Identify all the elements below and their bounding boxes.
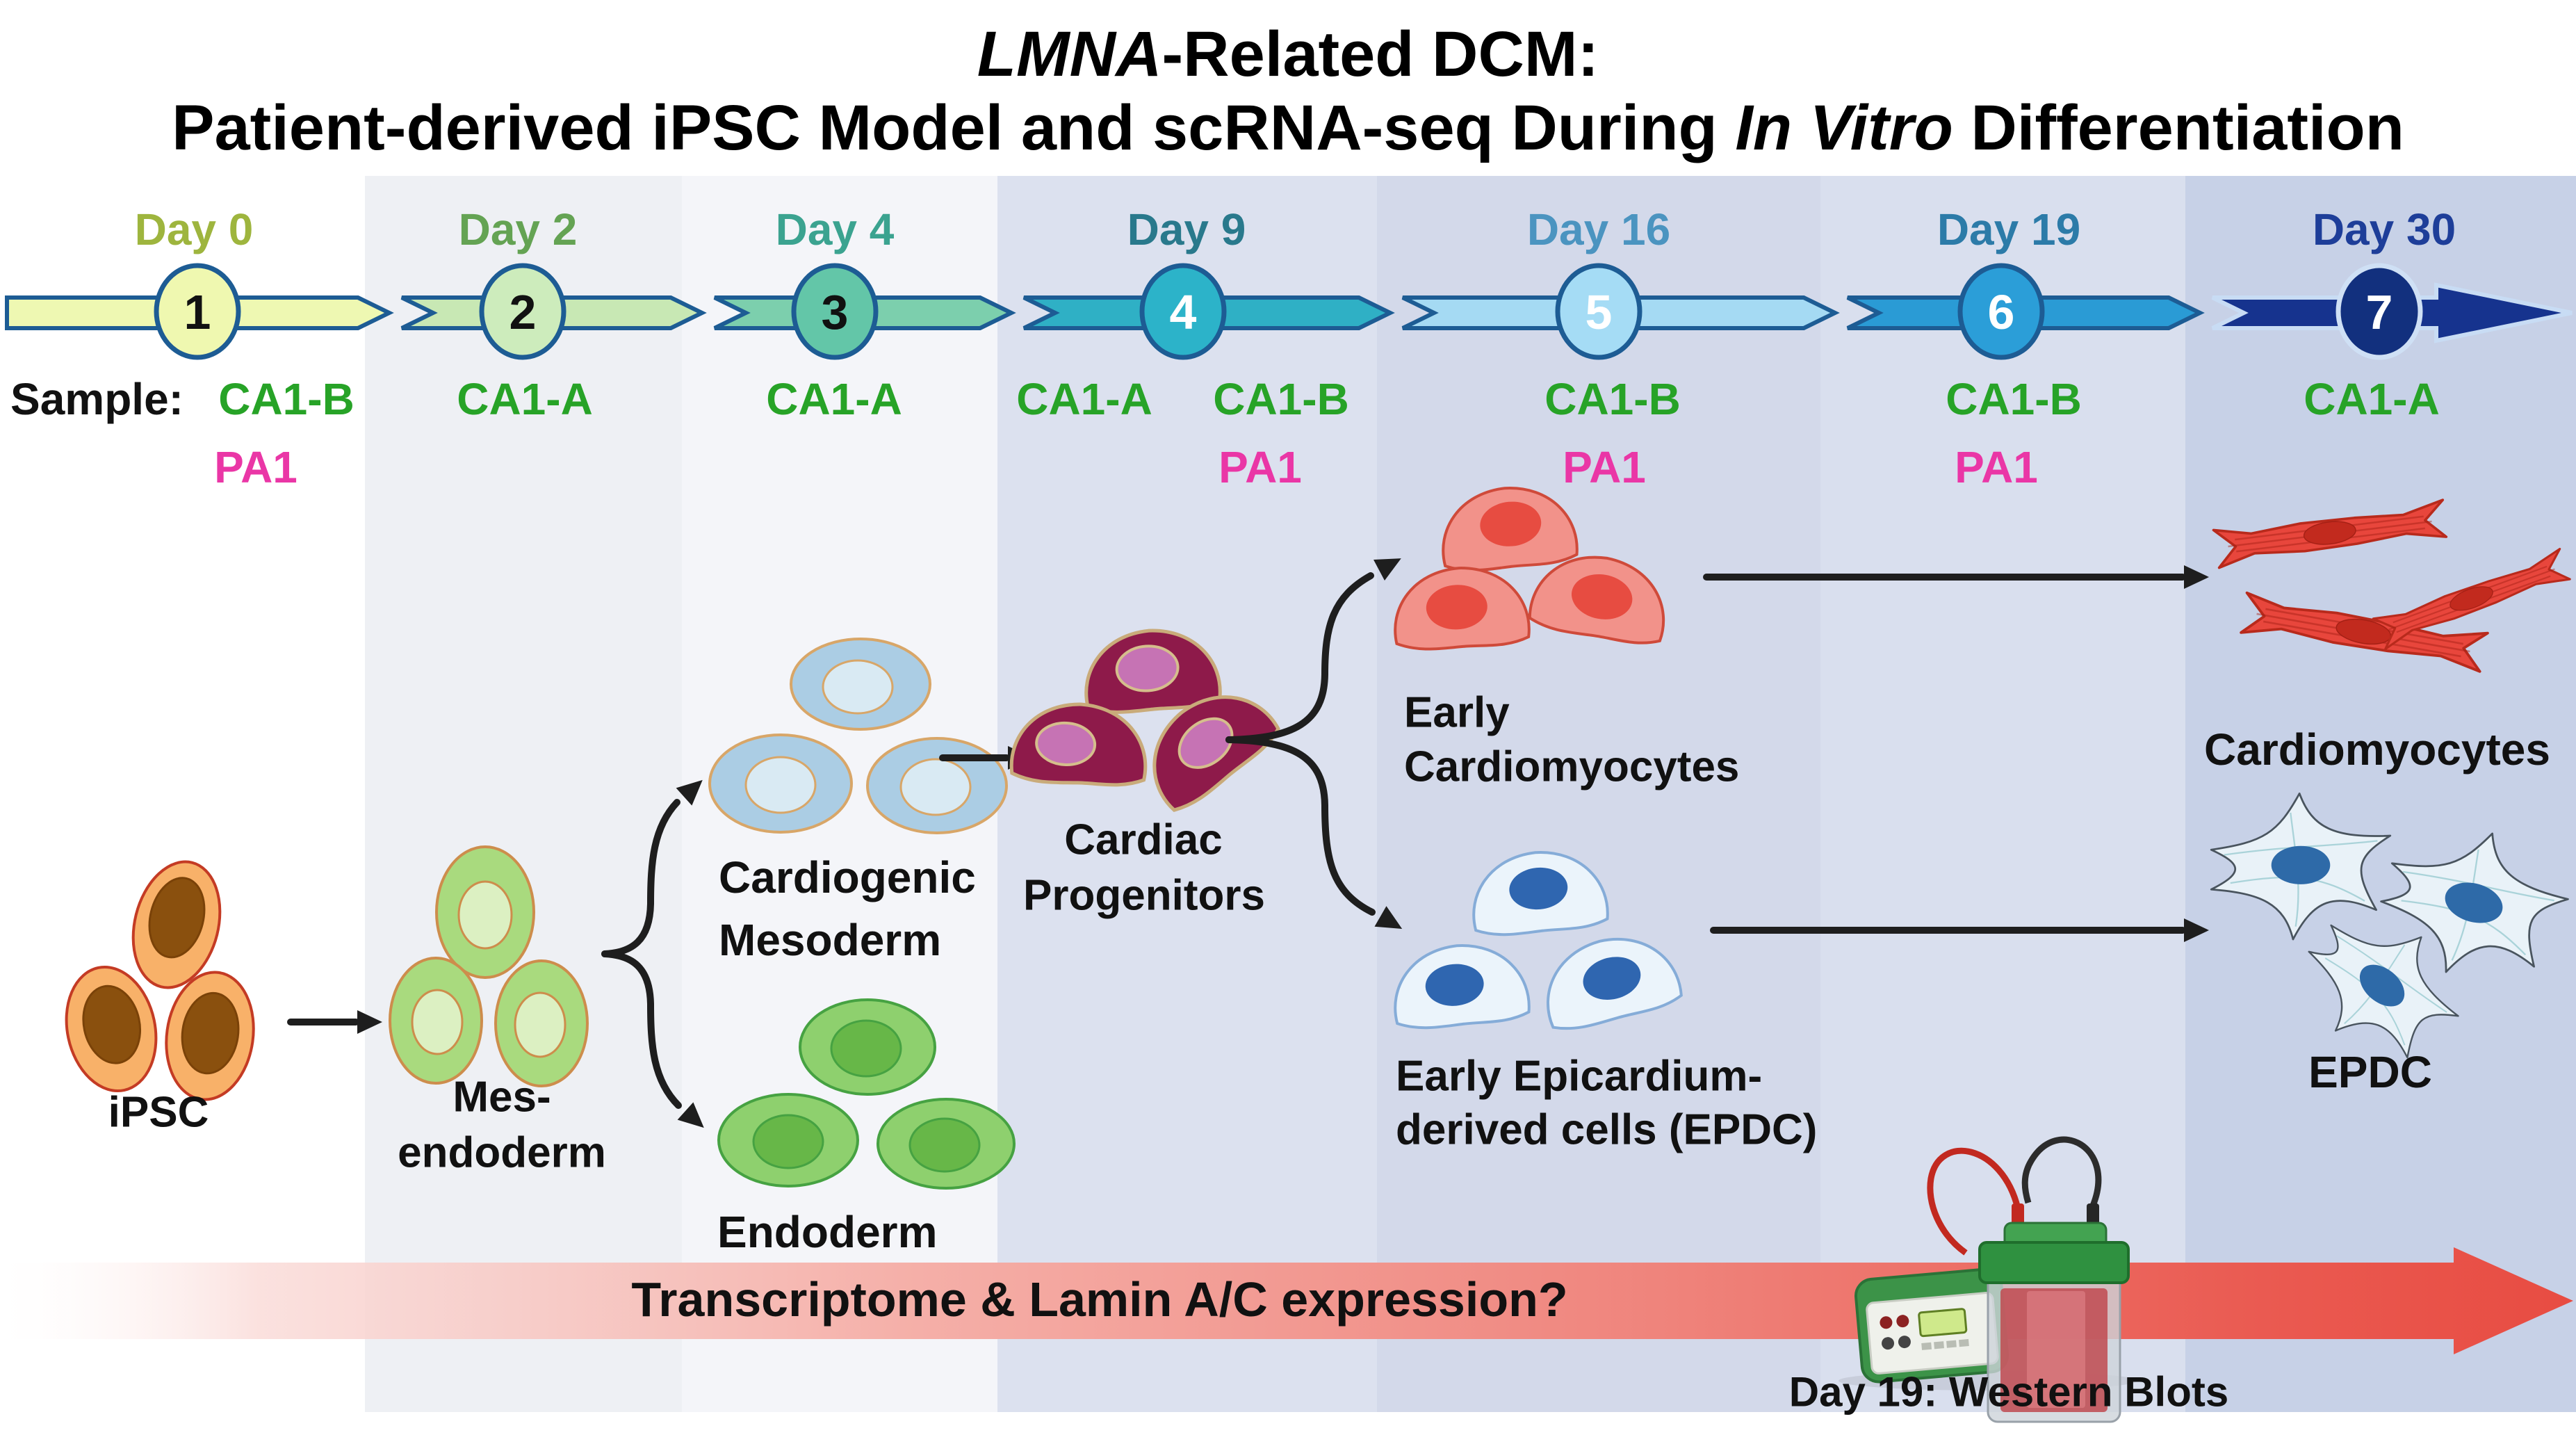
arrow-ipsc-to-mesendoderm (287, 1010, 382, 1034)
timeline-node-1 (154, 263, 241, 360)
timeline-number-2: 2 (509, 285, 537, 339)
day-label-4: Day 4 (775, 204, 895, 254)
sample-day16-pa1: PA1 (1563, 442, 1646, 492)
column-day-30 (2185, 176, 2576, 1412)
early-cardiomyocyte-cells (1392, 480, 1675, 651)
early-cm-label-line2: Cardiomyocytes (1404, 743, 1740, 791)
day30-epdc-cells (2210, 792, 2576, 1086)
day-label-30: Day 30 (2312, 204, 2456, 254)
sample-day0-ca1b: CA1-B (218, 374, 354, 424)
day-label-19: Day 19 (1937, 204, 2081, 254)
red-cable-icon (1927, 1147, 2021, 1256)
ipsc-cells (65, 860, 255, 1101)
early-cm-label-line1: Early (1404, 688, 1510, 737)
timeline-number-5: 5 (1585, 285, 1613, 339)
arrow-earlyepdc-to-epdc (1710, 918, 2209, 942)
timeline-node-2 (479, 263, 566, 360)
timeline-node-4 (1139, 263, 1227, 360)
ipsc-label: iPSC (108, 1088, 209, 1137)
timeline-node-6 (1957, 263, 2045, 360)
sample-day30-ca1a: CA1-A (2304, 374, 2440, 424)
day-label-9: Day 9 (1127, 204, 1246, 254)
sample-day19-pa1: PA1 (1955, 442, 2038, 492)
fork-progenitors (1225, 558, 1403, 929)
sample-day16-ca1b: CA1-B (1544, 374, 1681, 424)
arrow-earlycm-to-cardiomyocytes (1703, 565, 2209, 589)
title-invitro: In Vitro (1735, 92, 1953, 163)
sample-day9-ca1a: CA1-A (1016, 374, 1152, 424)
timeline-number-4: 4 (1169, 285, 1197, 339)
diagram-title-line2: Patient-derived iPSC Model and scRNA-seq… (172, 92, 2404, 163)
column-day-19 (1820, 176, 2185, 1412)
day30-cardiomyocytes-label: Cardiomyocytes (2204, 724, 2550, 775)
timeline-node-7 (2335, 263, 2423, 360)
mesendoderm-cells (389, 845, 589, 1087)
gel-tank-icon (1978, 1203, 2130, 1423)
day-label-2: Day 2 (458, 204, 578, 254)
transcriptome-band-label: Transcriptome & Lamin A/C expression? (631, 1272, 1568, 1327)
day-label-0: Day 0 (134, 204, 254, 254)
early-epdc-label-line2: derived cells (EPDC) (1396, 1105, 1818, 1154)
sample-day19-ca1b: CA1-B (1946, 374, 2082, 424)
timeline-arrow (5, 263, 2573, 360)
sample-day9-pa1: PA1 (1218, 442, 1302, 492)
black-cable-icon (2021, 1136, 2102, 1207)
cardiac-progenitor-cells (1011, 626, 1283, 816)
mesendoderm-label-line1: Mes- (453, 1073, 551, 1121)
day30-cardiomyocyte-cells (2212, 498, 2573, 676)
cardiogenic-label-line1: Cardiogenic (719, 852, 976, 902)
day-label-16: Day 16 (1526, 204, 1671, 254)
cardiogenic-label-line2: Mesoderm (719, 915, 942, 965)
timeline-number-6: 6 (1987, 285, 2015, 339)
western-blots-label: Day 19: Western Blots (1788, 1368, 2229, 1416)
power-supply-icon (1854, 1267, 2010, 1384)
column-day-16 (1377, 176, 1820, 1412)
title-gene-name: LMNA (977, 19, 1162, 90)
timeline-node-3 (791, 263, 879, 360)
early-epdc-cells (1388, 845, 1686, 1036)
sample-day4-ca1a: CA1-A (766, 374, 902, 424)
sample-prefix: Sample: (10, 374, 184, 424)
cardiac-progenitors-label-line1: Cardiac (1064, 816, 1223, 864)
cardiogenic-mesoderm-cells (708, 638, 1008, 834)
timeline-number-7: 7 (2365, 285, 2393, 339)
sample-day9-ca1b: CA1-B (1213, 374, 1349, 424)
column-day-0 (0, 176, 365, 1412)
column-day-2 (365, 176, 682, 1412)
timeline-node-5 (1555, 263, 1642, 360)
mesendoderm-label-line2: endoderm (398, 1128, 606, 1177)
diagram-title-line1: LMNA-Related DCM: (977, 19, 1599, 90)
sample-day0-pa1: PA1 (214, 442, 297, 492)
timeline-number-1: 1 (184, 285, 211, 339)
endoderm-label: Endoderm (717, 1207, 938, 1257)
fork-mesendoderm (601, 779, 704, 1128)
endoderm-cells (717, 998, 1016, 1190)
cardiac-progenitors-label-line2: Progenitors (1023, 871, 1265, 920)
timeline-number-3: 3 (821, 285, 849, 339)
sample-day2-ca1a: CA1-A (457, 374, 593, 424)
western-blot-apparatus (1839, 1136, 2137, 1423)
early-epdc-label-line1: Early Epicardium- (1396, 1052, 1763, 1101)
day30-epdc-label: EPDC (2308, 1047, 2432, 1097)
